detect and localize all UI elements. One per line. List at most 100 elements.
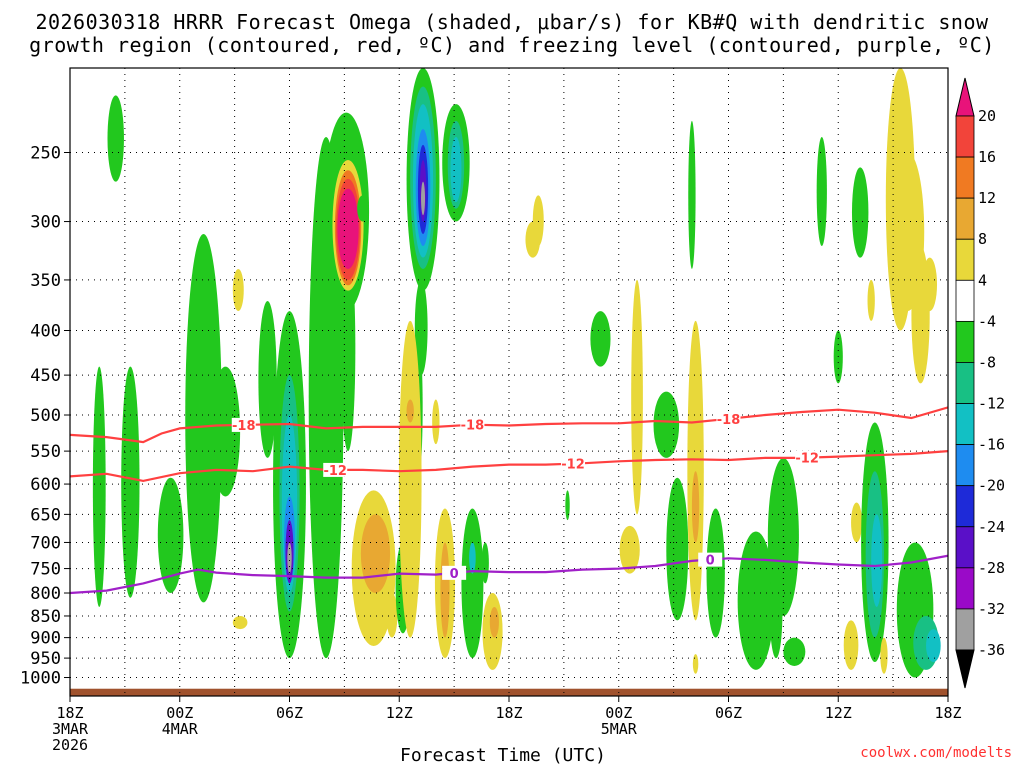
omega-shaded-region — [653, 391, 680, 458]
omega-shaded-region — [287, 542, 292, 574]
omega-shaded-region — [691, 471, 700, 543]
contour-label-bg — [323, 462, 348, 477]
contour-label: -12 — [561, 458, 585, 473]
contour-label-bg — [698, 552, 723, 567]
y-tick-label: 750 — [30, 560, 61, 580]
credit-link[interactable]: coolwx.com/modelts — [860, 745, 1012, 761]
y-tick-label: 550 — [30, 442, 61, 462]
x-axis-label: Forecast Time (UTC) — [400, 745, 606, 766]
y-tick-label: 600 — [30, 475, 61, 495]
colorbar-swatch — [955, 238, 975, 281]
colorbar-label: -32 — [978, 600, 1005, 618]
contour-line-0 — [70, 554, 948, 595]
y-tick-label: 250 — [30, 144, 61, 164]
colorbar-swatch — [955, 115, 975, 158]
chart-title-line-1: 2026030318 HRRR Forecast Omega (shaded, … — [35, 10, 989, 34]
omega-shaded-region — [783, 637, 806, 666]
omega-shaded-region — [386, 593, 398, 638]
colorbar-swatch — [955, 608, 975, 651]
omega-shaded-region — [565, 490, 570, 521]
colorbar-label: 12 — [978, 189, 996, 207]
x-tick-label: 00Z — [166, 704, 193, 722]
omega-shaded-region — [871, 514, 883, 607]
colorbar-label: -36 — [978, 641, 1005, 659]
colorbar-swatch — [955, 444, 975, 487]
grid — [70, 68, 948, 696]
x-tick-label: 00Z — [605, 704, 632, 722]
x-tick-label: 18Z — [934, 704, 961, 722]
omega-shaded-region — [532, 195, 544, 246]
contour-label-bg — [231, 417, 256, 432]
colorbar-label: -4 — [978, 312, 996, 330]
contour-label: -18 — [232, 419, 256, 434]
contour-label-bg — [561, 456, 586, 471]
omega-shaded-region — [687, 320, 704, 621]
y-tick-label: 650 — [30, 505, 61, 525]
omega-shaded-region — [210, 366, 241, 497]
omega-shaded-region — [432, 399, 440, 445]
contour-label: -18 — [717, 413, 741, 428]
chart-title-line-2: growth region (contoured, red, ºC) and f… — [29, 33, 995, 57]
colorbar: 20 16 12 8 4 -4 -8 -12 -16 -20 -24 -28 -32 -36 — [955, 77, 1005, 689]
colorbar-label: 20 — [978, 107, 996, 125]
omega-shading — [70, 68, 948, 696]
omega-shaded-region — [880, 637, 888, 674]
colorbar-swatch — [955, 279, 975, 322]
contour-label-bg — [795, 450, 820, 465]
x-tick-label: 3MAR — [52, 720, 89, 738]
colorbar-label: -20 — [978, 477, 1005, 495]
colorbar-swatch — [955, 362, 975, 404]
colorbar-label: 8 — [978, 230, 987, 248]
omega-shaded-region — [157, 477, 184, 594]
colorbar-label: -12 — [978, 395, 1005, 413]
x-tick-label: 06Z — [715, 704, 742, 722]
contour-line-minus18 — [70, 406, 948, 444]
contour-label: -18 — [461, 419, 485, 434]
omega-shaded-region — [469, 542, 476, 574]
omega-shaded-region — [489, 606, 499, 638]
y-tick-label: 800 — [30, 584, 61, 604]
colorbar-label: 16 — [978, 148, 996, 166]
contours: -18 -18 -18 -12 -12 -12 0 0 — [70, 406, 948, 595]
omega-shaded-region — [631, 279, 643, 515]
omega-shaded-region — [185, 233, 222, 603]
omega-shaded-region — [922, 257, 938, 312]
colorbar-label: -28 — [978, 559, 1005, 577]
contour-label-bg — [716, 411, 741, 426]
omega-shaded-region — [619, 525, 640, 574]
omega-shaded-region — [688, 120, 696, 269]
x-tick-label: 2026 — [52, 736, 88, 754]
omega-shaded-region — [121, 366, 140, 598]
colorbar-swatch — [955, 567, 975, 610]
omega-shaded-region — [337, 188, 359, 269]
contour-label: 0 — [706, 554, 715, 569]
omega-shaded-region — [843, 620, 859, 670]
colorbar-bottom-arrow — [955, 649, 975, 689]
omega-shaded-region — [461, 508, 484, 659]
colorbar-label: -24 — [978, 518, 1005, 536]
colorbar-swatch — [955, 197, 975, 240]
omega-shaded-region — [258, 300, 277, 458]
y-tick-label: 500 — [30, 406, 61, 426]
omega-shaded-region — [360, 514, 391, 594]
x-tick-label: 4MAR — [162, 720, 199, 738]
omega-shaded-region — [107, 95, 124, 182]
omega-shaded-region — [398, 320, 422, 638]
y-tick-label: 300 — [30, 213, 61, 233]
contour-label-bg — [442, 565, 467, 580]
y-tick-label: 850 — [30, 607, 61, 627]
colorbar-swatch — [955, 156, 975, 199]
omega-shaded-region — [450, 137, 462, 203]
omega-shaded-region — [232, 268, 244, 312]
contour-label: -12 — [795, 452, 819, 467]
omega-shaded-region — [357, 195, 369, 222]
colorbar-label: -8 — [978, 353, 996, 371]
omega-shaded-region — [692, 654, 699, 674]
colorbar-swatch — [955, 320, 975, 363]
omega-shaded-region — [816, 137, 827, 246]
y-axis: 2503003504004505005506006507007508008509… — [20, 144, 70, 689]
omega-shaded-region — [851, 167, 869, 258]
colorbar-swatch — [955, 485, 975, 528]
x-tick-label: 12Z — [386, 704, 413, 722]
